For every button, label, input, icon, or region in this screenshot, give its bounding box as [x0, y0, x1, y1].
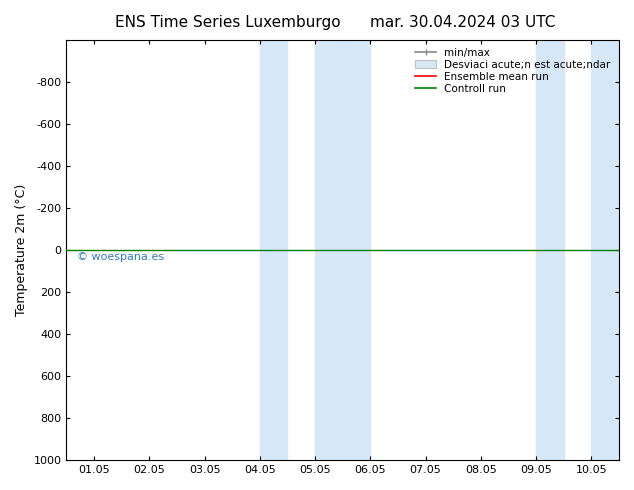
Bar	[315, 40, 370, 460]
Bar	[592, 40, 619, 460]
Text: © woespana.es: © woespana.es	[77, 252, 165, 262]
Legend: min/max, Desviaci acute;n est acute;ndar, Ensemble mean run, Controll run: min/max, Desviaci acute;n est acute;ndar…	[412, 45, 614, 97]
Bar	[536, 40, 564, 460]
Y-axis label: Temperature 2m (°C): Temperature 2m (°C)	[15, 184, 28, 316]
Text: mar. 30.04.2024 03 UTC: mar. 30.04.2024 03 UTC	[370, 15, 555, 30]
Bar	[260, 40, 287, 460]
Text: ENS Time Series Luxemburgo: ENS Time Series Luxemburgo	[115, 15, 341, 30]
